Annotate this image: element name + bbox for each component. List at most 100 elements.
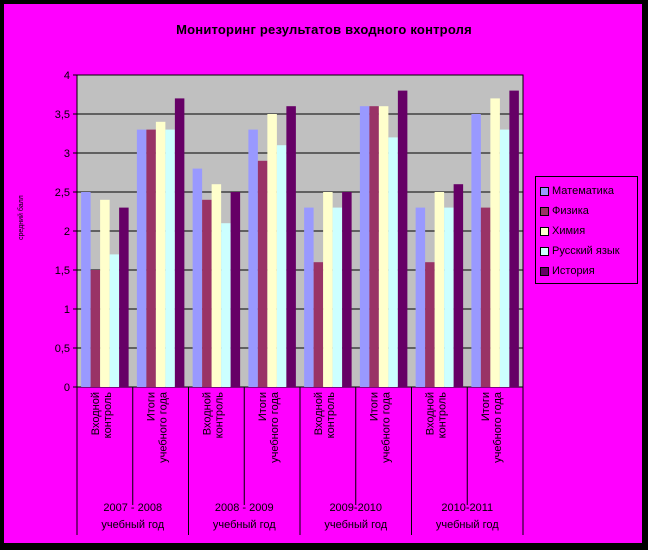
legend-label: Физика [552,205,589,217]
group-label: учебный год [213,519,276,531]
group-label: 2010-2011 [441,502,493,514]
legend-swatch [540,226,549,236]
category-label-line: Итоги [257,392,269,421]
bar [267,114,277,387]
category-label: Итоги учебного года [257,391,281,463]
category-label: Итоги учебного года [480,391,504,463]
category-label-line: учебного года [269,391,281,463]
legend-label: Химия [552,225,586,237]
legend-entry: Русский язык [540,241,637,261]
legend-entry: Химия [540,221,637,241]
category-label: Входной контроль [90,392,114,439]
legend-entry: Физика [540,201,637,221]
bar [155,121,166,388]
category-label: Входной контроль [201,392,225,439]
bar [323,192,333,387]
category-label-line: Входной [313,392,325,435]
group-label: 2007 - 2008 [103,502,162,514]
bar [397,90,408,387]
y-tick-label: 3,5 [55,109,70,121]
bar [471,114,481,387]
legend-swatch [540,206,549,216]
group-label: учебный год [436,519,499,531]
bar [119,207,129,387]
chart-title: Мониторинг результатов входного контроля [176,22,472,37]
bar [257,160,268,387]
bar [165,129,175,387]
bar [304,207,314,387]
y-tick-label: 2 [64,226,70,238]
group-label: учебный год [101,519,164,531]
bar [202,199,212,387]
group-label: учебный год [324,519,387,531]
category-label: Итоги учебного года [369,391,393,463]
bar [192,168,203,387]
bar [378,106,389,387]
bar [211,184,222,387]
bar [444,207,454,387]
bar [415,207,426,387]
bar [248,129,258,387]
bar [369,106,379,387]
y-tick-label: 3 [64,148,70,160]
category-label-line: учебного года [492,391,504,463]
category-label-line: Итоги [369,392,381,421]
category-label-line: контроль [213,392,225,439]
bar [509,90,519,387]
bar [313,262,324,387]
bar [174,98,185,388]
bar [136,129,147,387]
y-tick-label: 1 [64,304,70,316]
y-tick-label: 1,5 [55,265,70,277]
category-label: Входной контроль [424,392,448,439]
bar [100,199,110,387]
bar [480,207,491,387]
category-label: Итоги учебного года [146,391,170,463]
legend-entry: История [540,261,637,281]
category-label-line: Входной [201,392,213,435]
bar [453,184,464,387]
category-label-line: контроль [436,392,448,439]
y-tick-label: 0,5 [55,343,70,355]
category-label: Входной контроль [313,392,337,439]
category-label-line: учебного года [381,391,393,463]
bar [146,129,156,387]
legend-swatch [540,186,549,196]
bar [230,192,241,387]
bar [388,137,398,387]
bar [490,98,500,388]
bar [342,192,352,387]
group-label: 2008 - 2009 [215,502,274,514]
y-tick-label: 4 [64,70,70,82]
bar [276,145,287,387]
bar [90,270,101,387]
category-label-line: Входной [90,392,102,435]
legend-entry: Математика [540,181,637,201]
category-label-line: контроль [102,392,114,439]
category-label-line: Итоги [480,392,492,421]
legend: Математика Физика Химия Русский язык История [535,176,638,284]
bar [359,106,370,387]
category-label-line: Итоги [146,392,158,421]
bar [221,223,231,387]
bar [499,129,510,387]
legend-label: Математика [552,185,614,197]
bar [81,192,91,387]
y-tick-label: 0 [64,382,70,394]
bar [425,262,435,387]
category-label-line: Входной [424,392,436,435]
legend-label: Русский язык [552,245,620,257]
bar [434,192,445,387]
legend-label: История [552,265,595,277]
category-label-line: контроль [325,392,337,439]
legend-swatch [540,246,549,256]
bar [332,207,343,387]
bar [109,254,120,387]
y-tick-label: 2,5 [55,187,70,199]
group-label: 2009-2010 [329,502,382,514]
category-label-line: учебного года [158,391,170,463]
legend-swatch [540,266,549,276]
bar [286,106,296,387]
